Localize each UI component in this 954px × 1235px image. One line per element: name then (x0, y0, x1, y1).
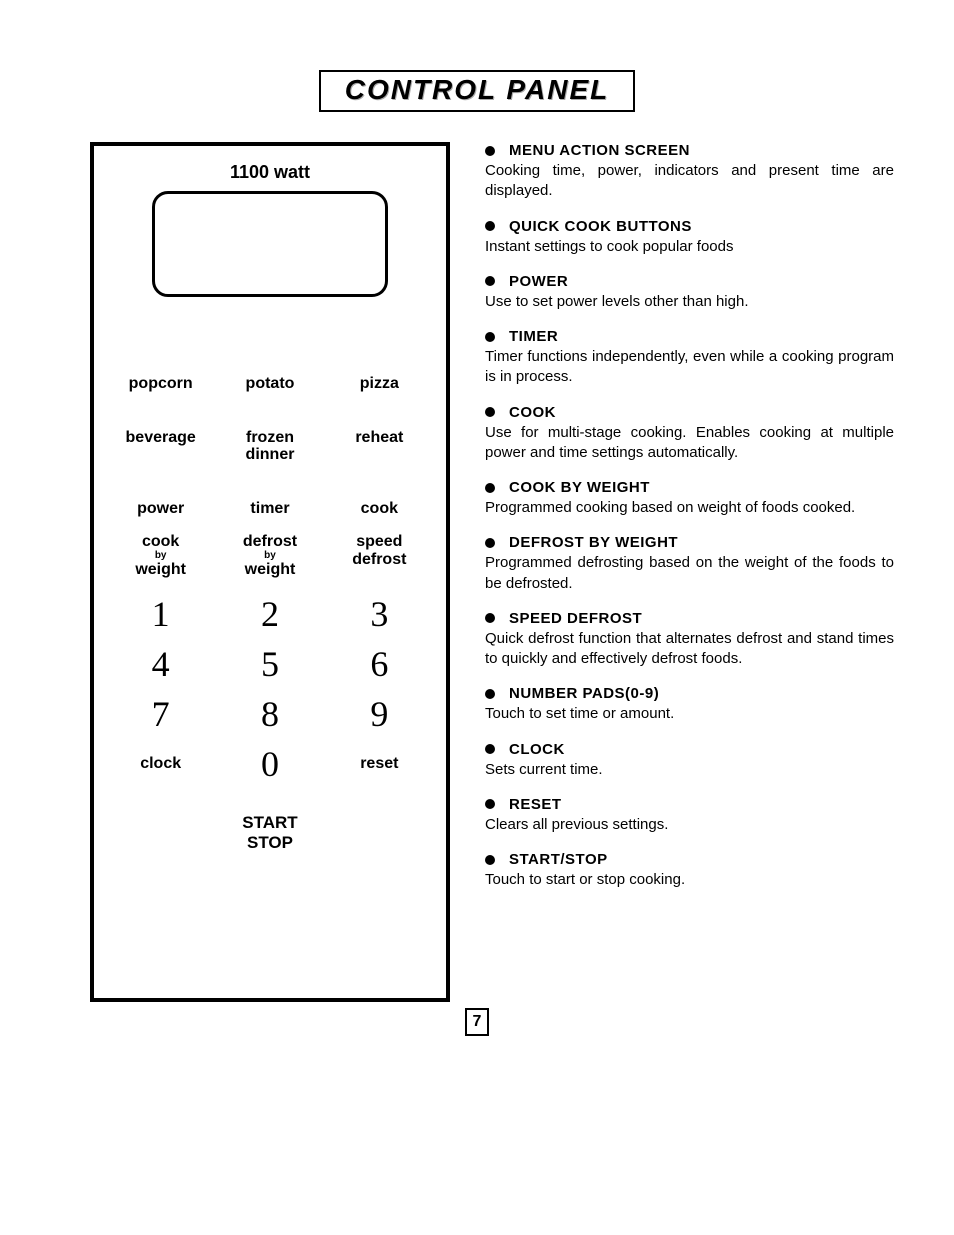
reset-button[interactable]: reset (325, 739, 434, 789)
bullet-icon (485, 855, 495, 865)
desc-title: POWER (509, 273, 568, 290)
bullet-icon (485, 613, 495, 623)
keypad-1[interactable]: 1 (106, 589, 215, 639)
bullet-icon (485, 689, 495, 699)
desc-reset: RESET Clears all previous settings. (485, 796, 894, 835)
quick-pizza[interactable]: pizza (325, 357, 434, 411)
desc-body: Quick defrost function that alternates d… (485, 629, 894, 670)
label: defrost (243, 533, 297, 550)
desc-title: SPEED DEFROST (509, 610, 642, 627)
cook-by-weight-button[interactable]: cook by weight (106, 527, 215, 588)
desc-title: MENU ACTION SCREEN (509, 142, 690, 159)
bullet-icon (485, 538, 495, 548)
start-stop-button[interactable]: START STOP (242, 813, 297, 854)
desc-body: Use for multi-stage cooking. Enables coo… (485, 423, 894, 464)
desc-quick-cook: QUICK COOK BUTTONS Instant settings to c… (485, 218, 894, 257)
bullet-icon (485, 407, 495, 417)
desc-body: Touch to set time or amount. (485, 704, 894, 724)
desc-title: CLOCK (509, 741, 565, 758)
timer-button[interactable]: timer (215, 494, 324, 528)
bullet-icon (485, 276, 495, 286)
watt-label: 1100 watt (230, 162, 310, 183)
sublabel2: weight (135, 561, 186, 578)
keypad-3[interactable]: 3 (325, 589, 434, 639)
sublabel2: weight (245, 561, 296, 578)
quick-frozen-dinner[interactable]: frozen dinner (215, 411, 324, 482)
desc-body: Cooking time, power, indicators and pres… (485, 161, 894, 202)
desc-start-stop: START/STOP Touch to start or stop cookin… (485, 851, 894, 890)
keypad-6[interactable]: 6 (325, 639, 434, 689)
desc-title: COOK BY WEIGHT (509, 479, 650, 496)
defrost-by-weight-button[interactable]: defrost by weight (215, 527, 324, 588)
label: cook (142, 533, 179, 550)
desc-body: Instant settings to cook popular foods (485, 237, 894, 257)
bullet-icon (485, 146, 495, 156)
keypad-9[interactable]: 9 (325, 689, 434, 739)
desc-title: NUMBER PADS(0-9) (509, 685, 659, 702)
bullet-icon (485, 744, 495, 754)
quick-reheat[interactable]: reheat (325, 411, 434, 482)
quick-popcorn[interactable]: popcorn (106, 357, 215, 411)
bullet-icon (485, 221, 495, 231)
desc-body: Sets current time. (485, 760, 894, 780)
menu-action-screen (152, 191, 388, 297)
desc-cook: COOK Use for multi-stage cooking. Enable… (485, 404, 894, 464)
quick-potato[interactable]: potato (215, 357, 324, 411)
control-panel-diagram: 1100 watt popcorn potato pizza beverage … (90, 142, 450, 1002)
page-title-box: CONTROL PANEL (319, 70, 636, 112)
keypad-0[interactable]: 0 (215, 739, 324, 789)
desc-title: COOK (509, 404, 556, 421)
desc-title: QUICK COOK BUTTONS (509, 218, 692, 235)
desc-cook-by-weight: COOK BY WEIGHT Programmed cooking based … (485, 479, 894, 518)
keypad-7[interactable]: 7 (106, 689, 215, 739)
desc-body: Touch to start or stop cooking. (485, 870, 894, 890)
start-label: START (242, 813, 297, 832)
desc-body: Timer functions independently, even whil… (485, 347, 894, 388)
desc-timer: TIMER Timer functions independently, eve… (485, 328, 894, 388)
desc-title: DEFROST BY WEIGHT (509, 534, 678, 551)
desc-speed-defrost: SPEED DEFROST Quick defrost function tha… (485, 610, 894, 670)
sublabel: defrost (325, 551, 434, 569)
clock-button[interactable]: clock (106, 739, 215, 789)
desc-number-pads: NUMBER PADS(0-9) Touch to set time or am… (485, 685, 894, 724)
page-title: CONTROL PANEL (345, 74, 610, 105)
desc-power: POWER Use to set power levels other than… (485, 273, 894, 312)
power-button[interactable]: power (106, 494, 215, 528)
keypad-5[interactable]: 5 (215, 639, 324, 689)
desc-body: Use to set power levels other than high. (485, 292, 894, 312)
page-number: 7 (465, 1008, 489, 1036)
keypad-4[interactable]: 4 (106, 639, 215, 689)
stop-label: STOP (247, 833, 293, 852)
desc-body: Programmed defrosting based on the weigh… (485, 553, 894, 594)
cook-button[interactable]: cook (325, 494, 434, 528)
desc-title: TIMER (509, 328, 558, 345)
desc-defrost-by-weight: DEFROST BY WEIGHT Programmed defrosting … (485, 534, 894, 594)
desc-title: START/STOP (509, 851, 608, 868)
sublabel: by (106, 551, 215, 561)
bullet-icon (485, 332, 495, 342)
desc-menu-action-screen: MENU ACTION SCREEN Cooking time, power, … (485, 142, 894, 202)
desc-clock: CLOCK Sets current time. (485, 741, 894, 780)
bullet-icon (485, 799, 495, 809)
sublabel: by (215, 551, 324, 561)
speed-defrost-button[interactable]: speed defrost (325, 527, 434, 588)
label: speed (356, 533, 402, 550)
descriptions-column: MENU ACTION SCREEN Cooking time, power, … (450, 142, 894, 906)
desc-body: Programmed cooking based on weight of fo… (485, 498, 894, 518)
keypad-2[interactable]: 2 (215, 589, 324, 639)
quick-beverage[interactable]: beverage (106, 411, 215, 482)
bullet-icon (485, 483, 495, 493)
desc-title: RESET (509, 796, 562, 813)
desc-body: Clears all previous settings. (485, 815, 894, 835)
keypad-8[interactable]: 8 (215, 689, 324, 739)
